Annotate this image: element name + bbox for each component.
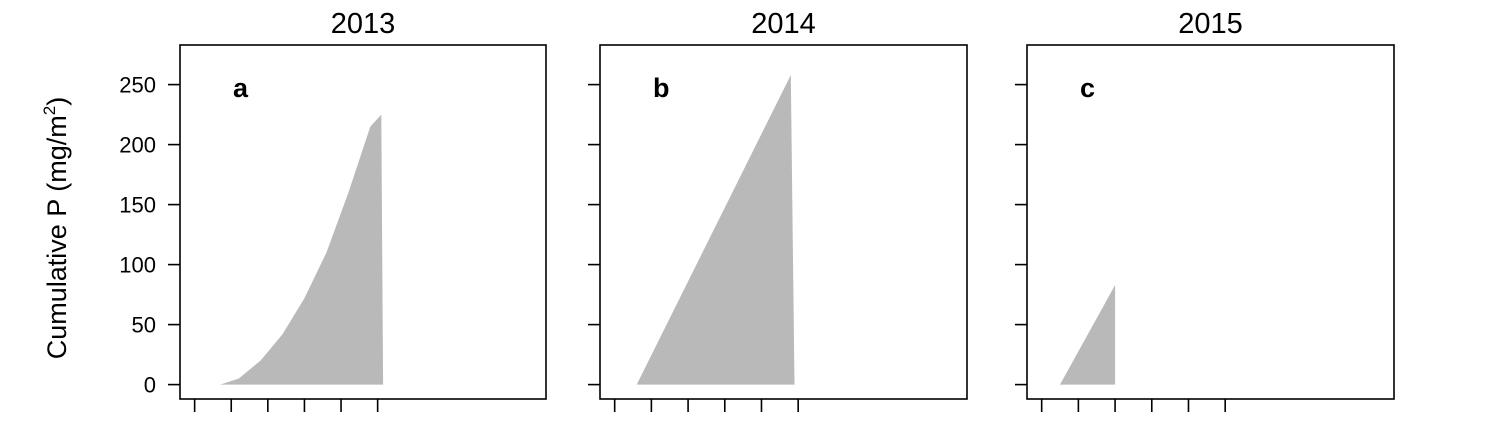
y-tick-label: 50 — [132, 313, 156, 338]
panel-c: 2015 c — [1015, 8, 1395, 412]
panel-b: 2014 b — [588, 8, 968, 412]
area-series-a — [220, 114, 384, 385]
panel-a: 2013 a 0 50 100 150 200 250 — [119, 8, 547, 412]
area-series-c — [1060, 285, 1116, 385]
panel-letter: a — [233, 73, 249, 103]
panel-title: 2014 — [751, 8, 816, 40]
panel-title: 2013 — [331, 8, 396, 40]
y-tick-label: 100 — [119, 253, 156, 278]
area-series-b — [636, 75, 795, 385]
panel-letter: c — [1080, 73, 1095, 103]
y-tick-label: 200 — [119, 133, 156, 158]
panel-letter: b — [653, 73, 670, 103]
panel-title: 2015 — [1178, 8, 1243, 40]
panel-frame — [179, 44, 547, 400]
y-tick-label: 150 — [119, 193, 156, 218]
panels-group: 2013 a 0 50 100 150 200 250 2014 b 2015 c — [119, 8, 1395, 412]
y-axis-label: Cumulative P (mg/m2) — [40, 97, 72, 360]
y-tick-label: 0 — [144, 373, 156, 398]
panel-frame — [1026, 44, 1395, 400]
y-tick-label: 250 — [119, 73, 156, 98]
panel-frame — [599, 44, 968, 400]
